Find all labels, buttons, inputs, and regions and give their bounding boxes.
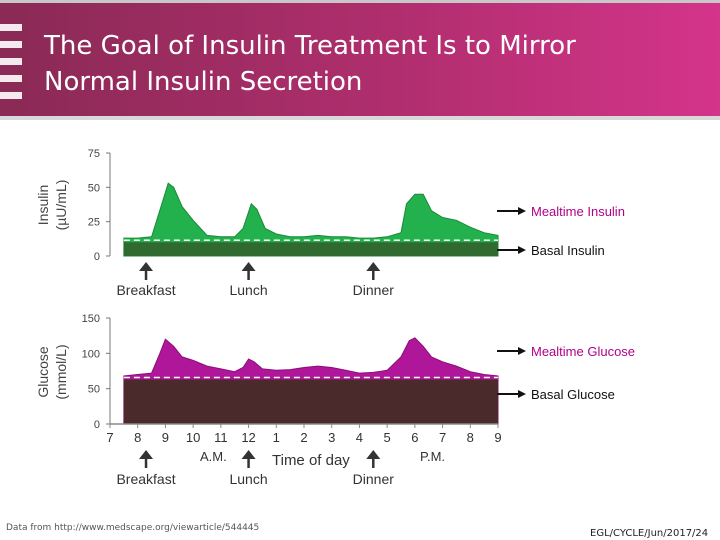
x-tick-label: 7	[106, 430, 113, 445]
title-line-2: Normal Insulin Secretion	[44, 67, 363, 97]
glucose-meal-markers: Breakfast Lunch Dinner	[116, 450, 394, 487]
x-tick-label: 8	[134, 430, 141, 445]
lunch-arrow-icon	[241, 262, 256, 271]
x-tick-label: 9	[162, 430, 169, 445]
x-tick-label: 8	[467, 430, 474, 445]
decorative-bars	[0, 24, 22, 109]
x-tick-label: 11	[214, 430, 228, 445]
legend-basal-insulin: Basal Insulin	[531, 243, 605, 258]
x-tick-label: 7	[439, 430, 446, 445]
glucose-y-ticks: 150 100 50 0	[82, 313, 110, 431]
dinner-arrow-icon	[366, 450, 381, 459]
ins-y-tick-label: 25	[88, 217, 100, 229]
x-tick-label: 12	[241, 430, 255, 445]
legend-arrowhead-basal-glucose	[518, 390, 526, 398]
slide-code: EGL/CYCLE/Jun/2017/24	[590, 528, 709, 539]
glu-y-tick-label: 150	[82, 313, 100, 325]
page-title: The Goal of Insulin Treatment Is to Mirr…	[44, 28, 684, 100]
glu-y-tick-label: 100	[82, 348, 100, 360]
pm-label: P.M.	[420, 449, 445, 464]
insulin-axis-title: Insulin (µU/mL)	[35, 180, 69, 231]
lunch-label: Lunch	[229, 471, 267, 487]
banner-bottom-line	[0, 116, 720, 120]
title-banner	[0, 0, 720, 118]
banner-top-line	[0, 0, 720, 3]
am-label: A.M.	[200, 449, 227, 464]
dinner-label: Dinner	[353, 471, 395, 487]
insulin-legend: Mealtime Insulin Basal Insulin	[497, 204, 625, 258]
ins-y-tick-label: 0	[94, 251, 100, 263]
breakfast-arrow-icon	[139, 450, 154, 459]
x-tick-label: 10	[186, 430, 200, 445]
x-axis-title: Time of day	[272, 452, 350, 469]
breakfast-label: Breakfast	[116, 471, 175, 487]
legend-arrowhead-basal-insulin	[518, 246, 526, 254]
lunch-label: Lunch	[229, 282, 267, 298]
insulin-meal-markers: Breakfast Lunch Dinner	[116, 262, 394, 298]
dinner-label: Dinner	[353, 282, 395, 298]
legend-arrowhead-mealtime-insulin	[518, 207, 526, 215]
legend-mealtime-glucose: Mealtime Glucose	[531, 344, 635, 359]
insulin-mealtime-area	[123, 182, 499, 257]
glucose-ylabel-line1: Glucose	[35, 346, 51, 398]
glucose-basal-band	[123, 379, 498, 424]
x-tick-label: 2	[300, 430, 307, 445]
insulin-ylabel-line2: (µU/mL)	[53, 180, 69, 231]
glucose-axis-title: Glucose (mmol/L)	[35, 344, 69, 399]
glucose-ylabel-line2: (mmol/L)	[53, 344, 69, 399]
glu-y-tick-label: 0	[94, 419, 100, 431]
x-tick-label: 1	[273, 430, 280, 445]
insulin-y-ticks: 75 50 25 0	[88, 148, 110, 263]
lunch-arrow-icon	[241, 450, 256, 459]
x-tick-label: 3	[328, 430, 335, 445]
title-line-1: The Goal of Insulin Treatment Is to Mirr…	[44, 31, 576, 61]
dinner-arrow-icon	[366, 262, 381, 271]
insulin-basal-band	[123, 242, 498, 256]
source-note: Data from http://www.medscape.org/viewar…	[6, 523, 260, 533]
glucose-legend: Mealtime Glucose Basal Glucose	[497, 344, 635, 402]
insulin-chart: Insulin (µU/mL) 75 50 25 0 Breakfast Lunch Di…	[35, 148, 625, 298]
x-tick-label: 5	[384, 430, 391, 445]
x-tick-label: 6	[411, 430, 418, 445]
breakfast-arrow-icon	[139, 262, 154, 271]
breakfast-label: Breakfast	[116, 282, 175, 298]
x-tick-label: 9	[494, 430, 501, 445]
insulin-ylabel-line1: Insulin	[35, 185, 51, 225]
x-tick-label: 4	[356, 430, 363, 445]
glucose-x-ticks: 7 8 9 10 11 12 1 2 3 4 5 6 7 8 9	[106, 424, 502, 445]
legend-basal-glucose: Basal Glucose	[531, 387, 615, 402]
ins-y-tick-label: 50	[88, 182, 100, 194]
legend-arrowhead-mealtime-glucose	[518, 347, 526, 355]
glu-y-tick-label: 50	[88, 384, 100, 396]
legend-mealtime-insulin: Mealtime Insulin	[531, 204, 625, 219]
ins-y-tick-label: 75	[88, 148, 100, 160]
